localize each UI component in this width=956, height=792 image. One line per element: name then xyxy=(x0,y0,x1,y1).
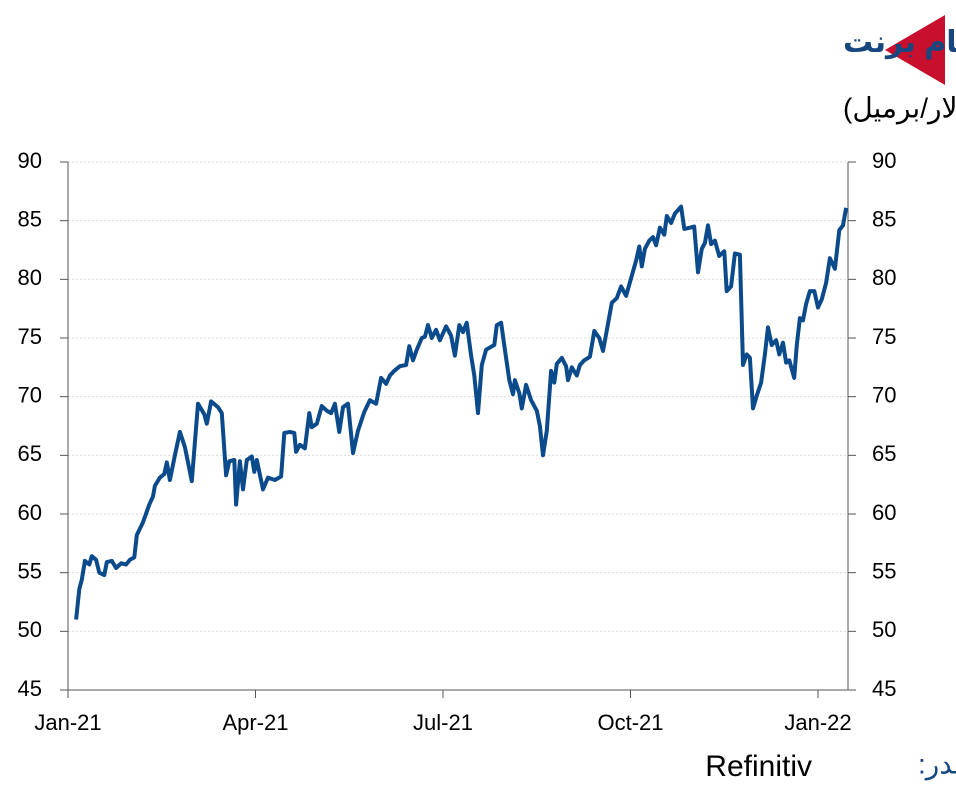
title-marker xyxy=(885,15,945,85)
x-tick-label: Jan-22 xyxy=(784,710,851,735)
y-tick-label: 55 xyxy=(18,558,42,583)
y2-tick-label: 70 xyxy=(872,382,896,407)
y2-tick-label: 45 xyxy=(872,676,896,701)
chart-title: الرسم البياني 1: السعر المرجعي لخام برنت xyxy=(843,26,956,60)
source-label: المصدر: xyxy=(918,748,956,780)
y-tick-label: 80 xyxy=(18,265,42,290)
y2-tick-label: 85 xyxy=(872,206,896,231)
y-tick-label: 85 xyxy=(18,206,42,231)
y2-tick-label: 75 xyxy=(872,324,896,349)
chart-subtitle: (دولار/برميل) xyxy=(843,92,956,124)
y-tick-label: 75 xyxy=(18,324,42,349)
y-tick-label: 60 xyxy=(18,500,42,525)
price-line xyxy=(74,204,849,620)
x-tick-label: Jul-21 xyxy=(413,710,473,735)
y-tick-label: 45 xyxy=(18,676,42,701)
y2-tick-label: 80 xyxy=(872,265,896,290)
y2-tick-label: 55 xyxy=(872,558,896,583)
y-tick-label: 70 xyxy=(18,382,42,407)
y-tick-label: 50 xyxy=(18,617,42,642)
x-tick-label: Apr-21 xyxy=(222,710,288,735)
y2-tick-label: 60 xyxy=(872,500,896,525)
x-tick-label: Jan-21 xyxy=(34,710,101,735)
source: Refinitiv xyxy=(705,750,812,783)
y-tick-label: 65 xyxy=(18,441,42,466)
y2-tick-label: 65 xyxy=(872,441,896,466)
y2-tick-label: 50 xyxy=(872,617,896,642)
x-tick-label: Oct-21 xyxy=(597,710,663,735)
y2-tick-label: 90 xyxy=(872,148,896,173)
y-tick-label: 90 xyxy=(18,148,42,173)
